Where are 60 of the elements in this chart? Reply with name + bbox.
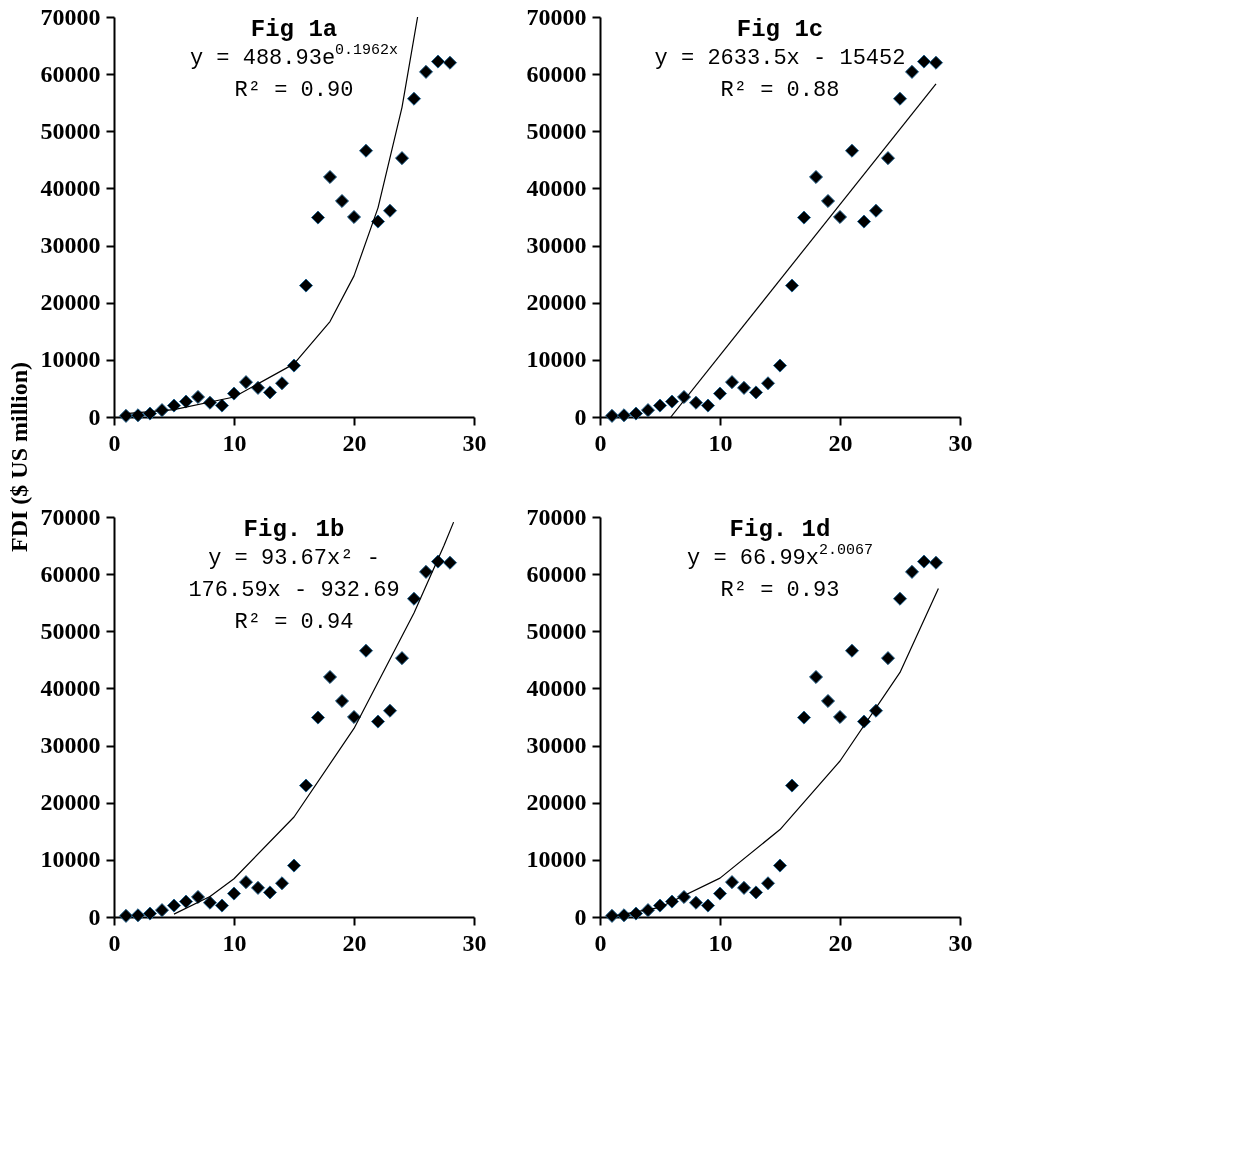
x-tick-label: 30 <box>948 929 973 956</box>
y-tick-label: 30000 <box>40 232 101 259</box>
y-tick-label: 20000 <box>40 789 101 816</box>
y-tick-label: 30000 <box>526 732 587 759</box>
y-tick-label: 50000 <box>526 617 587 644</box>
chart-title: Fig. 1d <box>729 516 831 543</box>
y-tick-label: 60000 <box>40 560 101 587</box>
x-tick-label: 30 <box>948 429 973 456</box>
y-tick-label: 60000 <box>526 560 587 587</box>
x-tick-label: 30 <box>462 929 487 956</box>
y-tick-label: 10000 <box>526 346 587 373</box>
x-tick-label: 0 <box>108 929 121 956</box>
y-tick-label: 10000 <box>526 846 587 873</box>
y-tick-label: 20000 <box>526 289 587 316</box>
chart-title: Fig 1c <box>736 16 824 43</box>
x-tick-label: 0 <box>594 429 607 456</box>
x-tick-label: 0 <box>108 429 121 456</box>
annotation: 176.59x - 932.69 <box>188 578 400 603</box>
y-tick-label: 70000 <box>526 3 587 30</box>
x-tick-label: 30 <box>462 429 487 456</box>
y-tick-label: 50000 <box>40 117 101 144</box>
x-tick-label: 10 <box>222 929 247 956</box>
y-tick-label: 40000 <box>40 174 101 201</box>
y-tick-label: 60000 <box>526 60 587 87</box>
x-tick-label: 20 <box>342 929 367 956</box>
y-tick-label: 30000 <box>40 732 101 759</box>
chart-title: Fig. 1b <box>243 516 345 543</box>
x-tick-label: 20 <box>342 429 367 456</box>
y-tick-label: 60000 <box>40 60 101 87</box>
y-tick-label: 10000 <box>40 346 101 373</box>
y-tick-label: 0 <box>88 903 101 930</box>
x-tick-label: 10 <box>708 429 733 456</box>
y-tick-label: 70000 <box>526 503 587 530</box>
y-tick-label: 40000 <box>526 674 587 701</box>
y-tick-label: 30000 <box>526 232 587 259</box>
y-tick-label: 0 <box>88 403 101 430</box>
y-axis-title: FDI ($ US million) <box>6 361 32 553</box>
annotation: y = 93.67x² - <box>208 546 380 571</box>
chart-title: Fig 1a <box>250 16 338 43</box>
annotation: R² = 0.93 <box>720 578 840 603</box>
x-tick-label: 10 <box>222 429 247 456</box>
y-tick-label: 20000 <box>40 289 101 316</box>
annotation: R² = 0.88 <box>720 78 840 103</box>
x-tick-label: 20 <box>828 929 853 956</box>
annotation: R² = 0.94 <box>234 610 354 635</box>
y-tick-label: 50000 <box>40 617 101 644</box>
y-tick-label: 70000 <box>40 503 101 530</box>
y-tick-label: 0 <box>574 903 587 930</box>
annotation: R² = 0.90 <box>234 78 354 103</box>
y-tick-label: 0 <box>574 403 587 430</box>
y-tick-label: 40000 <box>40 674 101 701</box>
y-tick-label: 50000 <box>526 117 587 144</box>
annotation: y = 2633.5x - 15452 <box>654 46 906 71</box>
x-tick-label: 10 <box>708 929 733 956</box>
y-tick-label: 40000 <box>526 174 587 201</box>
x-tick-label: 20 <box>828 429 853 456</box>
y-tick-label: 70000 <box>40 3 101 30</box>
x-tick-label: 0 <box>594 929 607 956</box>
y-tick-label: 10000 <box>40 846 101 873</box>
y-tick-label: 20000 <box>526 789 587 816</box>
